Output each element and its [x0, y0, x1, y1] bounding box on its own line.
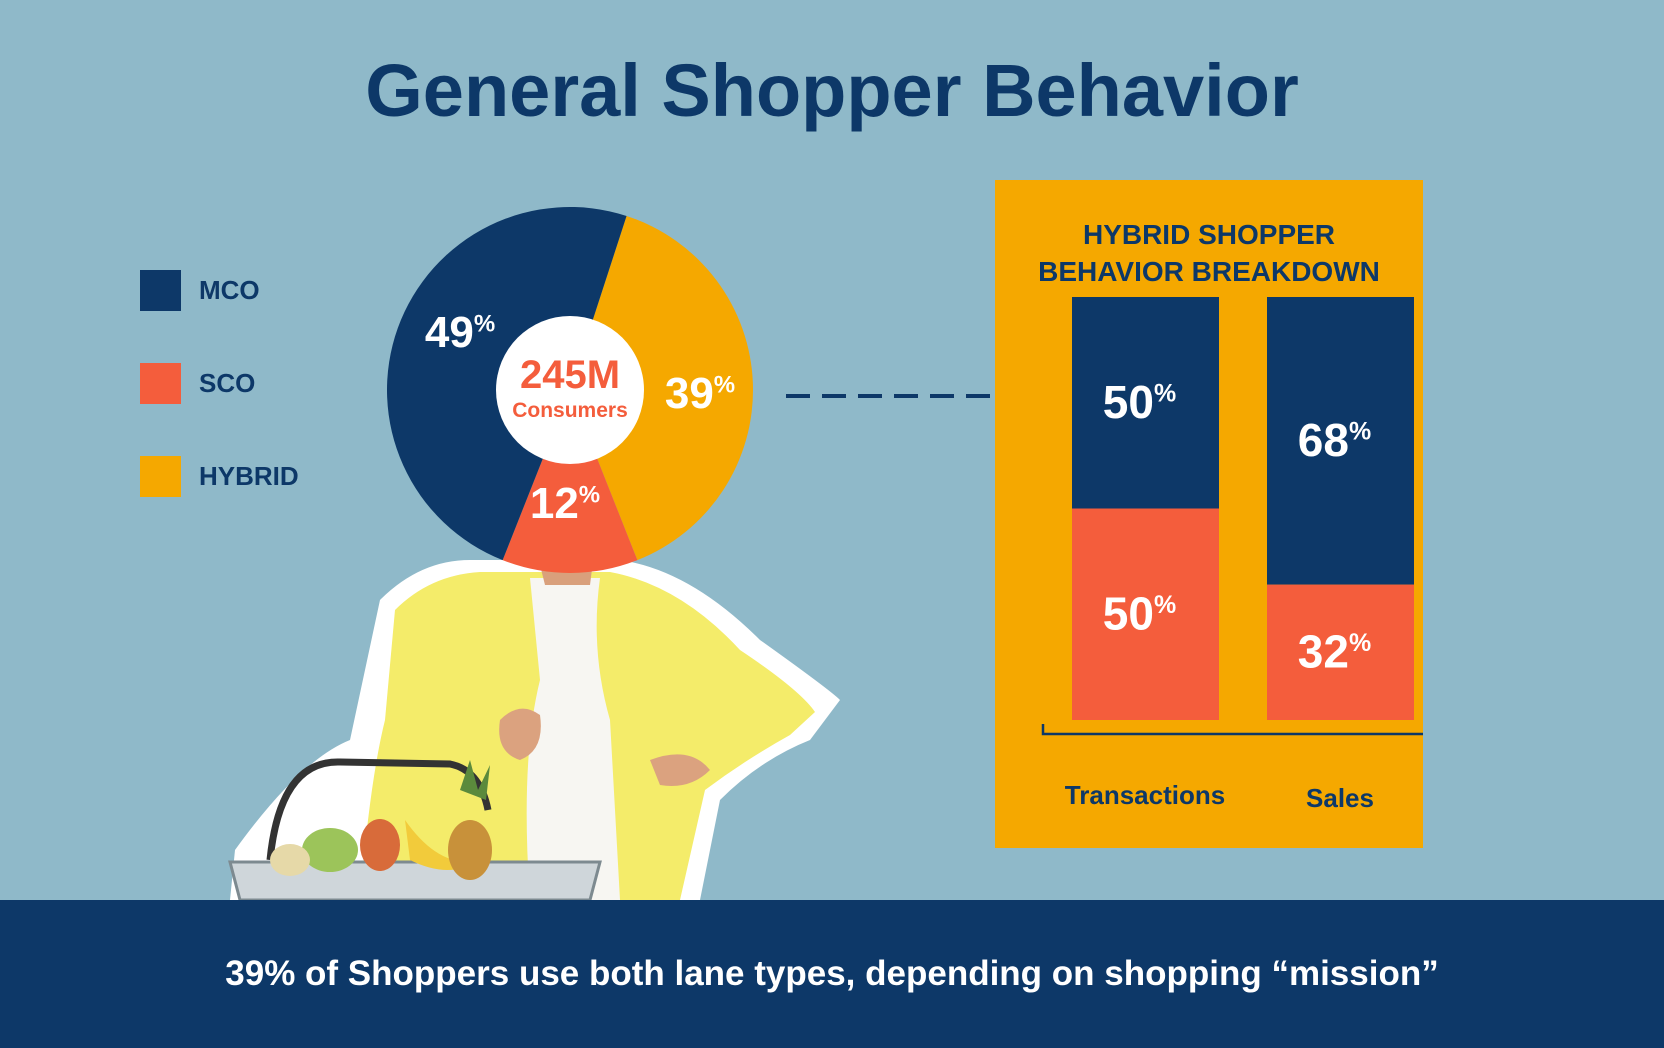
pie-slice-hybrid: [570, 215, 753, 561]
bar-bracket: [1041, 724, 1423, 736]
hybrid-breakdown-panel: HYBRID SHOPPER BEHAVIOR BREAKDOWN 50% 50%…: [995, 180, 1423, 848]
pie-chart: 245M Consumers 49% 39% 12%: [370, 190, 770, 590]
legend-item-mco: MCO: [140, 269, 299, 311]
footer-text: 39% of Shoppers use both lane types, dep…: [225, 954, 1439, 993]
bar-transactions-mco: [1072, 297, 1219, 509]
page-title: General Shopper Behavior: [365, 49, 1299, 132]
legend-item-sco: SCO: [140, 362, 299, 404]
footer-banner: 39% of Shoppers use both lane types, dep…: [0, 900, 1664, 1048]
stacked-bar-chart: 50%50%68%32%: [1041, 297, 1423, 736]
legend-label-hybrid: HYBRID: [199, 460, 299, 491]
panel-title-line1: HYBRID SHOPPER: [1082, 219, 1336, 250]
legend-item-hybrid: HYBRID: [140, 455, 299, 497]
legend-swatch-hybrid: [140, 455, 181, 497]
legend-label-mco: MCO: [199, 274, 260, 305]
bar-transactions-sco: [1072, 508, 1219, 720]
legend-swatch-mco: [140, 269, 181, 311]
bar-sales-mco: [1267, 297, 1414, 585]
pie-label-mco: 49%: [425, 308, 495, 357]
legend: MCO SCO HYBRID: [140, 269, 299, 549]
panel-title-line2: BEHAVIOR BREAKDOWN: [1038, 256, 1380, 287]
panel-title: HYBRID SHOPPER BEHAVIOR BREAKDOWN: [995, 216, 1423, 290]
bar-label-sales-sco: 32%: [1298, 625, 1371, 677]
category-label-sales: Sales: [1306, 783, 1374, 813]
connector-dashed-line: [786, 394, 992, 398]
legend-swatch-sco: [140, 362, 181, 404]
bar-sales-sco: [1267, 584, 1414, 720]
pie-slice-sco: [502, 390, 638, 573]
pie-center-caption: Consumers: [512, 399, 628, 422]
legend-label-sco: SCO: [199, 367, 256, 398]
pie-center-circle: [496, 316, 644, 464]
pie-center-value: 245M: [520, 353, 620, 397]
category-label-transactions: Transactions: [1064, 780, 1226, 810]
